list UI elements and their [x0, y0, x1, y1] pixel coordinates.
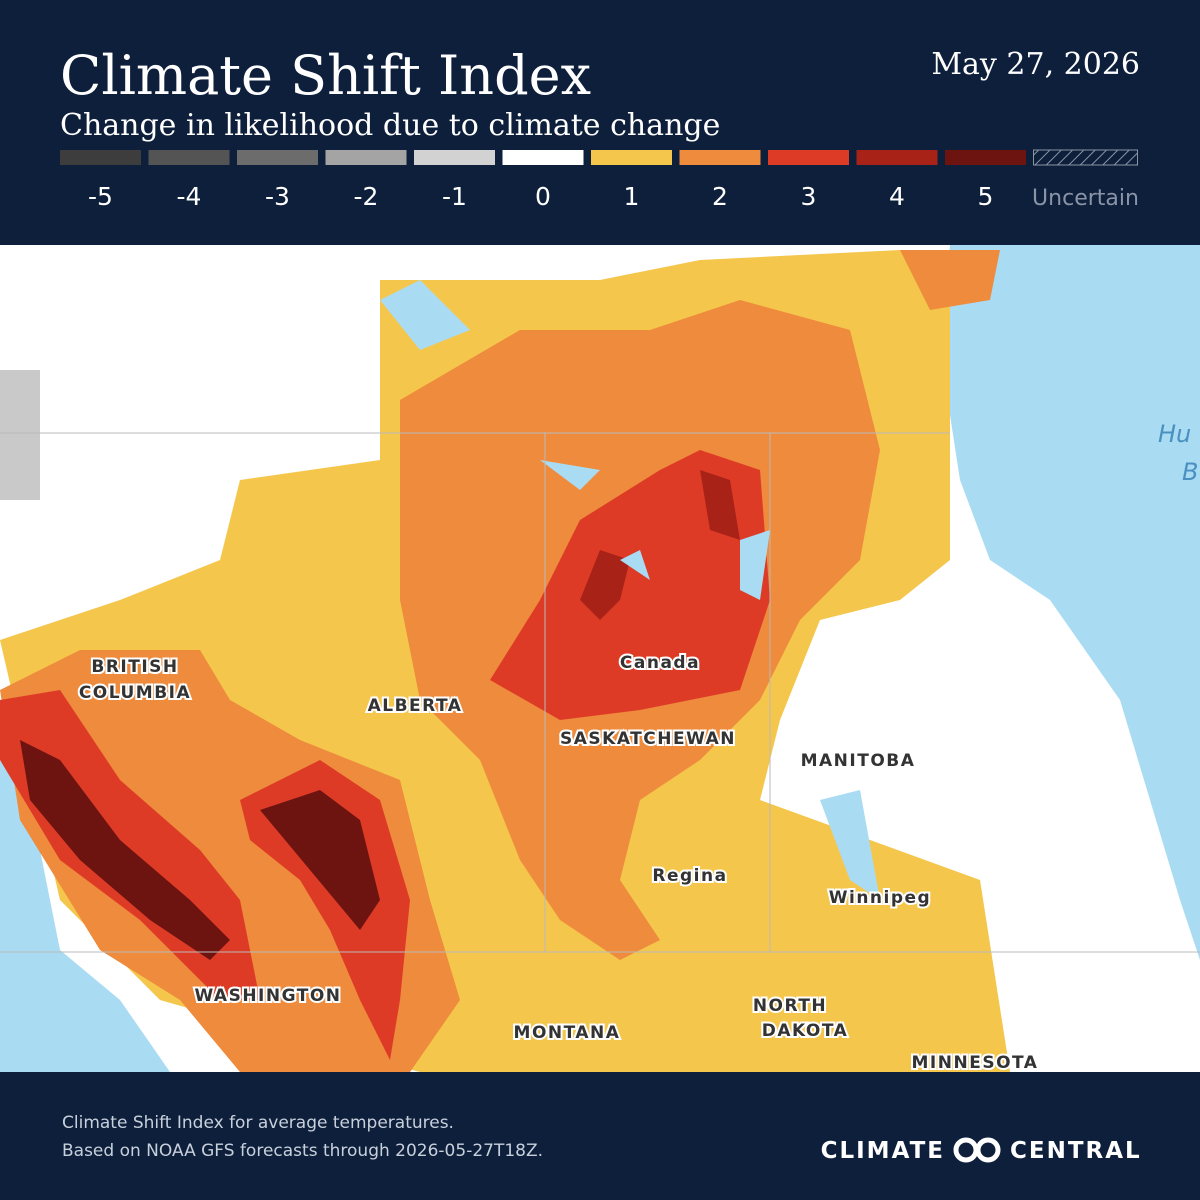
- region: [0, 650, 460, 1072]
- legend-label: -3: [265, 182, 290, 211]
- footer-bg: [0, 1072, 1200, 1200]
- legend-swatch: [325, 150, 407, 165]
- region: [580, 470, 740, 620]
- legend-label: 1: [624, 182, 640, 211]
- logo-mark: [953, 1137, 1001, 1163]
- legend-swatch: [502, 150, 584, 165]
- legend-label: 3: [801, 182, 817, 211]
- legend-label: Uncertain: [1032, 186, 1139, 211]
- legend-swatch: [414, 150, 495, 165]
- region: [490, 450, 770, 720]
- legend-swatch: [856, 150, 938, 165]
- legend-label: -2: [354, 182, 379, 211]
- water: [940, 245, 1200, 960]
- legend-swatch: [60, 150, 141, 165]
- legend-label: -5: [88, 182, 113, 211]
- map-label: Winnipeg: [829, 888, 931, 908]
- legend-swatch: [237, 150, 318, 165]
- legend-label: -4: [177, 182, 202, 211]
- map-label: Regina: [652, 866, 727, 886]
- region: [0, 370, 40, 500]
- map-label: COLUMBIA: [79, 683, 191, 703]
- title: Climate Shift Index: [60, 44, 591, 107]
- legend-swatch: [945, 150, 1026, 165]
- map-label: MONTANA: [514, 1023, 621, 1043]
- map-label: DAKOTA: [762, 1021, 849, 1041]
- map-label: BRITISH: [91, 657, 178, 677]
- lake: [380, 280, 880, 900]
- legend-swatch: [679, 150, 761, 165]
- water-label: B: [1182, 458, 1198, 486]
- map-label: Canada: [620, 653, 700, 673]
- legend-label: 4: [889, 182, 905, 211]
- region: [900, 250, 1000, 310]
- water: [0, 760, 170, 1072]
- legend: -5 -4 -3 -2 -1 0 1 2 3 4 5 Uncertain: [60, 149, 1139, 211]
- header-bg: [0, 0, 1200, 245]
- legend-label: 2: [712, 182, 728, 211]
- legend-swatch: [148, 150, 230, 165]
- map-label: SASKATCHEWAN: [560, 729, 736, 749]
- map: BRITISH COLUMBIA ALBERTA Canada SASKATCH…: [0, 245, 1200, 1075]
- footer-note: Based on NOAA GFS forecasts through 2026…: [62, 1141, 543, 1161]
- water-label: Hu: [1158, 420, 1191, 448]
- footer-note: Climate Shift Index for average temperat…: [62, 1113, 454, 1133]
- borders: [0, 432, 1200, 953]
- logo-text: CENTRAL: [1010, 1138, 1142, 1164]
- legend-label: 0: [535, 182, 551, 211]
- legend-swatch: [591, 150, 672, 165]
- map-label: MANITOBA: [801, 751, 916, 771]
- region: [260, 790, 380, 930]
- map-label: WASHINGTON: [194, 986, 341, 1006]
- legend-swatch: [1033, 149, 1138, 166]
- subtitle: Change in likelihood due to climate chan…: [60, 108, 720, 143]
- map-label: MINNESOTA: [912, 1053, 1039, 1073]
- date: May 27, 2026: [931, 47, 1140, 82]
- legend-label: 5: [978, 182, 994, 211]
- logo-text: CLIMATE: [821, 1138, 945, 1164]
- map-label: ALBERTA: [368, 696, 463, 716]
- legend-swatch: [768, 150, 849, 165]
- region: [20, 740, 230, 960]
- map-label: NORTH: [753, 996, 827, 1016]
- legend-label: -1: [442, 182, 467, 211]
